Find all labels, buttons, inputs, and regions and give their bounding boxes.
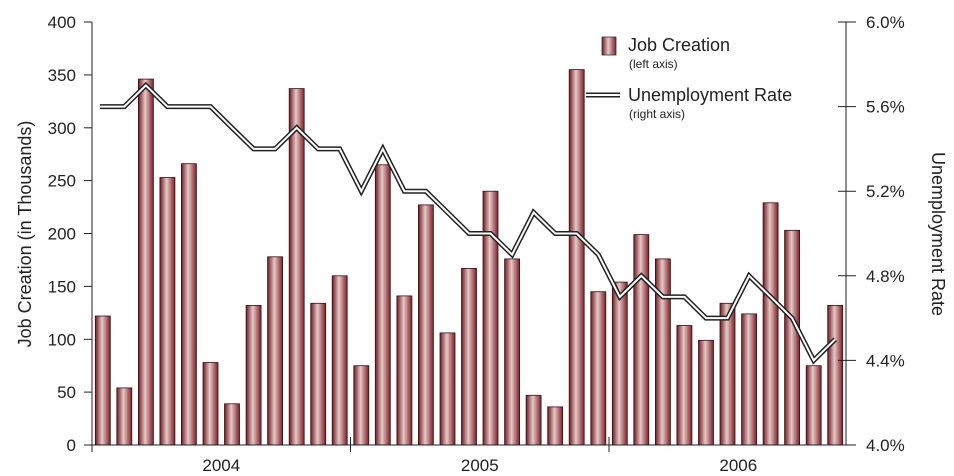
x-tick-label: 2004 (202, 456, 240, 475)
bar (741, 313, 757, 446)
bar (568, 69, 585, 446)
bar (374, 164, 391, 446)
left-tick-label: 50 (57, 383, 76, 402)
bar (439, 332, 456, 446)
line-series-unemployment-rate (100, 81, 837, 365)
left-tick-label: 250 (48, 172, 76, 191)
bar (827, 304, 844, 446)
bar (331, 275, 348, 446)
left-axis-title: Job Creation (in Thousands) (15, 121, 35, 348)
x-axis: 2004 2005 2006 (91, 437, 846, 475)
bar (159, 177, 176, 446)
bar (698, 339, 714, 446)
bar (245, 304, 262, 446)
x-tick-label: 2006 (719, 456, 757, 475)
bar (676, 325, 693, 446)
bar (116, 387, 133, 446)
right-tick-label: 4.4% (866, 351, 905, 370)
bar (180, 163, 197, 446)
bar (719, 302, 736, 446)
left-tick-label: 300 (48, 119, 76, 138)
right-axis: 4.0% 4.4% 4.8% 5.2% 5.6% 6.0% (838, 13, 905, 455)
legend-label-job-creation: Job Creation (628, 35, 730, 55)
legend-label-unemployment: Unemployment Rate (628, 85, 792, 105)
left-tick-label: 350 (48, 66, 76, 85)
bar (482, 190, 499, 446)
bar (784, 229, 800, 446)
bar (202, 362, 219, 446)
right-tick-label: 6.0% (866, 13, 905, 32)
right-tick-label: 4.8% (866, 267, 905, 286)
bar (762, 202, 779, 446)
bar (396, 295, 413, 446)
legend-swatch-job-creation (601, 36, 617, 56)
bar (353, 365, 370, 446)
unemployment-line (100, 83, 836, 363)
left-tick-label: 150 (48, 277, 76, 296)
bar (310, 302, 327, 446)
legend-note-unemployment: (right axis) (629, 107, 685, 121)
bar (267, 256, 284, 446)
legend: Job Creation (left axis) Unemployment Ra… (586, 35, 792, 121)
bar-series-job-creation (94, 69, 844, 446)
bar (633, 234, 650, 446)
left-axis: 0 50 100 150 200 250 300 350 400 (48, 13, 93, 455)
bar (288, 88, 305, 446)
bar (611, 281, 628, 446)
right-tick-label: 4.0% (866, 436, 905, 455)
bar (525, 394, 542, 446)
bar (461, 267, 477, 446)
bar (590, 291, 607, 446)
bar (547, 406, 564, 446)
bar (137, 78, 154, 446)
right-tick-label: 5.2% (866, 182, 905, 201)
bar (805, 365, 822, 446)
right-axis-title: Unemployment Rate (928, 152, 948, 316)
left-tick-label: 400 (48, 13, 76, 32)
bar (655, 258, 671, 446)
legend-note-job-creation: (left axis) (629, 57, 678, 71)
bar (417, 204, 434, 446)
bar (224, 403, 240, 446)
left-tick-label: 200 (48, 225, 76, 244)
bar (504, 258, 521, 446)
left-tick-label: 0 (67, 436, 76, 455)
right-tick-label: 5.6% (866, 98, 905, 117)
x-tick-label: 2005 (461, 456, 499, 475)
left-tick-label: 100 (48, 330, 76, 349)
bar (94, 315, 111, 446)
